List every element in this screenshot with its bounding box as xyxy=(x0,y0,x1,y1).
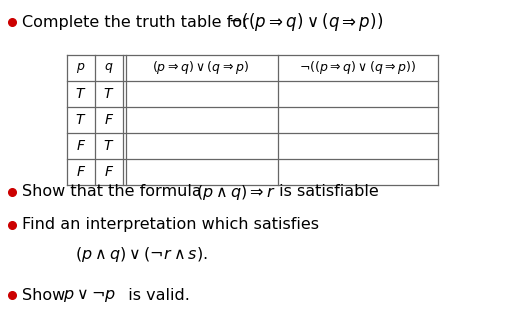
Text: Show that the formula: Show that the formula xyxy=(22,184,201,199)
Text: $T$: $T$ xyxy=(75,87,87,101)
Text: $\neg((p \Rightarrow q) \vee (q \Rightarrow p))$: $\neg((p \Rightarrow q) \vee (q \Rightar… xyxy=(300,59,417,76)
Text: $(p \wedge q) \Rightarrow r$: $(p \wedge q) \Rightarrow r$ xyxy=(196,182,276,201)
Text: Find an interpretation which satisfies: Find an interpretation which satisfies xyxy=(22,217,319,233)
Text: is satisfiable: is satisfiable xyxy=(274,184,379,199)
Text: $F$: $F$ xyxy=(76,139,86,153)
Text: $T$: $T$ xyxy=(75,113,87,127)
Text: $q$: $q$ xyxy=(104,61,114,75)
Text: $(p \wedge q) \vee (\neg r \wedge s).$: $(p \wedge q) \vee (\neg r \wedge s).$ xyxy=(75,245,208,264)
Text: Show: Show xyxy=(22,288,70,302)
Text: is valid.: is valid. xyxy=(118,288,190,302)
Text: $\neg((p \Rightarrow q) \vee (q \Rightarrow p))$: $\neg((p \Rightarrow q) \vee (q \Rightar… xyxy=(228,11,383,33)
Text: Complete the truth table for: Complete the truth table for xyxy=(22,14,254,30)
Text: $(p \Rightarrow q) \vee (q \Rightarrow p)$: $(p \Rightarrow q) \vee (q \Rightarrow p… xyxy=(152,59,249,76)
Text: $p \vee \neg p$: $p \vee \neg p$ xyxy=(63,286,116,303)
Text: $F$: $F$ xyxy=(76,165,86,179)
Text: $T$: $T$ xyxy=(103,139,115,153)
Text: $F$: $F$ xyxy=(104,165,114,179)
Text: $F$: $F$ xyxy=(104,113,114,127)
Text: $T$: $T$ xyxy=(103,87,115,101)
Text: $p$: $p$ xyxy=(76,61,86,75)
